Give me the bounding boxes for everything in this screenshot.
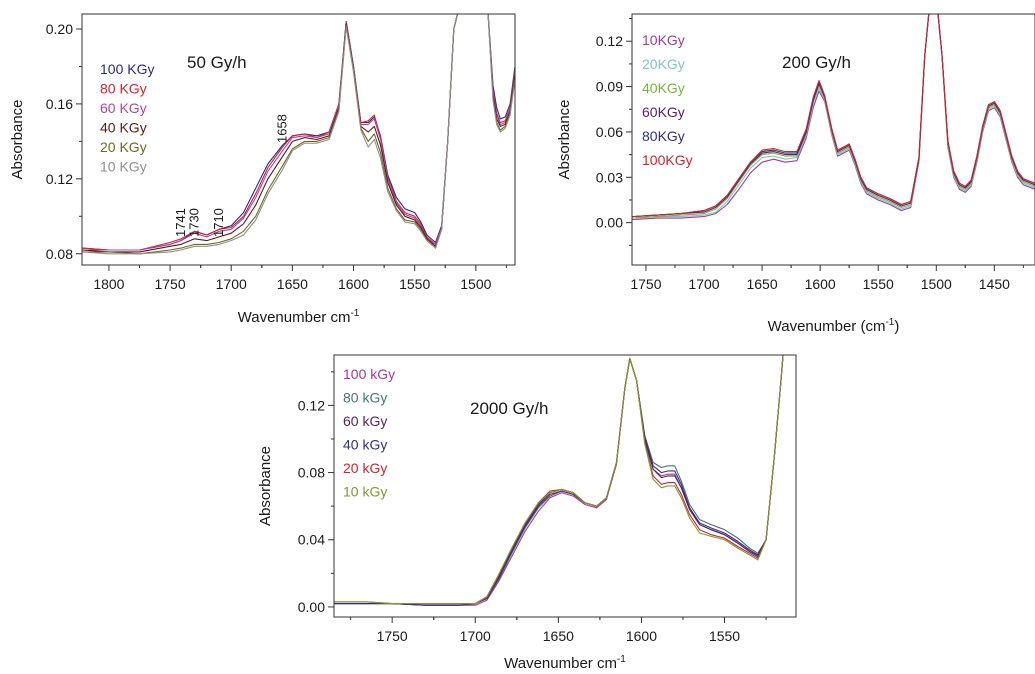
x-axis-label: Wavenumber (cm-1) — [768, 317, 900, 335]
series-line-100-kgy — [82, 14, 515, 251]
y-tick-label: 0.12 — [596, 33, 623, 49]
legend-entry: 20 KGy — [100, 139, 147, 155]
x-tick-label: 1600 — [338, 276, 369, 292]
legend-entry: 100 KGy — [100, 61, 154, 77]
x-axis-label-suffix: ) — [894, 318, 899, 335]
legend-entry: 60KGy — [642, 104, 685, 120]
y-tick-label: 0.08 — [298, 465, 325, 481]
dose-rate-annotation: 50 Gy/h — [187, 53, 247, 72]
legend-entry: 20 kGy — [343, 460, 387, 476]
series-line-10-kgy — [334, 355, 784, 605]
series-line-60-kgy — [82, 14, 515, 251]
chart-200-gy-per-h: 1750 1700 1650 1600 1550 1500 1450 0.00 0.03 0.06… — [556, 13, 1035, 335]
series-line-80-kgy — [334, 355, 784, 606]
legend-entry: 40 KGy — [100, 120, 147, 136]
x-axis-label-sup: -1 — [350, 308, 359, 319]
x-axis-label-sup: -1 — [885, 317, 894, 328]
x-tick-label: 1700 — [216, 276, 247, 292]
legend-entry: 100KGy — [642, 152, 693, 168]
x-tick-label: 1800 — [93, 276, 124, 292]
legend-entry: 10KGy — [642, 32, 685, 48]
y-axis-label: Absorbance — [556, 99, 573, 179]
series-line-40-kgy — [82, 14, 515, 253]
series-line-100-kgy — [334, 355, 784, 606]
y-tick-label: 0.00 — [596, 215, 623, 231]
series-group — [334, 355, 784, 606]
series-line-20-kgy — [334, 355, 784, 605]
x-tick-label: 1600 — [626, 628, 657, 644]
series-line-100kgy — [632, 14, 1035, 218]
x-tick-label: 1650 — [543, 628, 574, 644]
y-axis-label: Absorbance — [257, 446, 274, 526]
y-tick-label: 0.16 — [46, 96, 73, 112]
legend-entry: 40 kGy — [343, 437, 387, 453]
y-tick-label: 0.12 — [46, 171, 73, 187]
series-line-60kgy — [632, 14, 1035, 218]
x-tick-label: 1500 — [460, 276, 491, 292]
series-line-10kgy — [632, 14, 1035, 221]
series-line-20kgy — [632, 14, 1035, 219]
y-tick-label: 0.00 — [298, 599, 325, 615]
dose-rate-annotation: 200 Gy/h — [782, 53, 851, 72]
x-tick-label: 1650 — [746, 276, 777, 292]
y-tick-label: 0.09 — [596, 79, 623, 95]
x-tick-label: 1700 — [460, 628, 491, 644]
x-tick-label: 1750 — [154, 276, 185, 292]
legend-entry: 10 KGy — [100, 159, 147, 175]
y-tick-label: 0.20 — [46, 21, 73, 37]
x-axis-label-text: Wavenumber (cm — [768, 318, 886, 335]
legend-entry: 80 kGy — [343, 390, 387, 406]
x-tick-label: 1700 — [688, 276, 719, 292]
x-tick-label: 1750 — [377, 628, 408, 644]
series-line-10-kgy — [82, 14, 515, 255]
series-line-40-kgy — [334, 355, 784, 606]
plot-frame — [81, 13, 516, 266]
y-tick-label: 0.04 — [298, 532, 325, 548]
x-tick-label: 1500 — [921, 276, 952, 292]
x-axis-label: Wavenumber cm-1 — [504, 654, 626, 672]
series-line-60-kgy — [334, 355, 784, 606]
dose-rate-annotation: 2000 Gy/h — [470, 399, 548, 418]
x-axis-label-text: Wavenumber cm — [238, 309, 351, 326]
plot-frame — [333, 354, 797, 618]
legend-entry: 60 KGy — [100, 100, 147, 116]
series-line-80-kgy — [82, 14, 515, 251]
series-line-80kgy — [632, 14, 1035, 218]
y-tick-label: 0.12 — [298, 397, 325, 413]
x-axis-label: Wavenumber cm-1 — [238, 308, 360, 326]
y-tick-label: 0.06 — [596, 124, 623, 140]
peak-label: 1710 — [211, 208, 226, 237]
peak-label: 1741 — [173, 208, 188, 237]
legend-entry: 80 KGy — [100, 81, 147, 97]
x-tick-label: 1550 — [399, 276, 430, 292]
y-axis-label: Absorbance — [9, 99, 26, 179]
peak-label: 1730 — [187, 208, 202, 237]
plot-frame — [631, 13, 1035, 266]
legend-entry: 10 kGy — [343, 484, 387, 500]
series-line-40kgy — [632, 14, 1035, 219]
y-tick-label: 0.03 — [596, 169, 623, 185]
x-tick-label: 1650 — [277, 276, 308, 292]
x-tick-label: 1450 — [979, 276, 1010, 292]
legend-entry: 40KGy — [642, 80, 685, 96]
series-line-20-kgy — [82, 14, 515, 255]
series-group — [632, 14, 1035, 221]
chart-2000-gy-per-h: 1750 1700 1650 1600 1550 0.00 0.04 0.08 0.12 Abso… — [257, 354, 797, 672]
x-tick-label: 1600 — [805, 276, 836, 292]
legend-entry: 20KGy — [642, 56, 685, 72]
x-tick-label: 1750 — [630, 276, 661, 292]
series-group — [82, 14, 515, 255]
x-tick-label: 1550 — [709, 628, 740, 644]
legend-entry: 80KGy — [642, 128, 685, 144]
x-axis-label-sup: -1 — [617, 654, 626, 665]
x-tick-label: 1550 — [863, 276, 894, 292]
x-axis-label-text: Wavenumber cm — [504, 655, 617, 672]
legend-entry: 100 kGy — [343, 366, 395, 382]
chart-50-gy-per-h: 1800 1750 1700 1650 1600 1550 1500 0.08 0.12 0.16… — [9, 13, 516, 326]
legend-entry: 60 kGy — [343, 413, 387, 429]
peak-label: 1658 — [275, 114, 290, 143]
y-tick-label: 0.08 — [46, 246, 73, 262]
